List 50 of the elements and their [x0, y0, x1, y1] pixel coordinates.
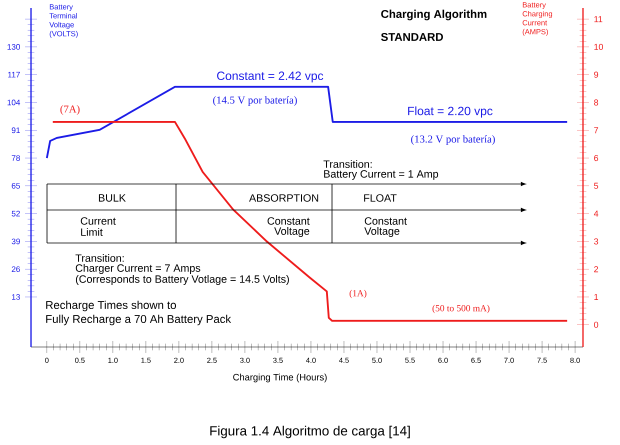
y2-tick-label: 10: [594, 44, 603, 50]
y2-tick-label: 9: [594, 72, 598, 78]
text: Figura 1.4 Algoritmo de carga [14]: [210, 426, 410, 438]
y-tick-label: 130: [8, 44, 20, 50]
annotation: Transition:: [324, 160, 372, 168]
annotation: Voltage: [364, 227, 400, 237]
y2-tick-label: 11: [594, 16, 602, 22]
annotation: Charger Current = 7 Amps: [76, 264, 200, 274]
y-tick-label: 117: [8, 72, 20, 78]
y-tick-label: 26: [12, 266, 20, 272]
y-tick-label: 91: [12, 127, 20, 134]
annotation: Constant: [268, 217, 310, 225]
y2-tick-label: 7: [594, 127, 598, 134]
y2-tick-label: 3: [594, 238, 598, 244]
annotation: Voltage: [274, 227, 310, 237]
annotation: Recharge Times shown to: [46, 300, 176, 312]
y2-tick-label: 8: [594, 99, 598, 106]
annotation: Current: [80, 217, 116, 225]
annotation: Constant: [364, 217, 407, 225]
y2-tick-label: 2: [594, 266, 598, 272]
line-series: [46, 86, 568, 159]
y2-tick-label: 5: [594, 182, 598, 189]
annotation: Battery Current = 1 Amp: [324, 170, 438, 180]
x-axis-title: Charging Time (Hours): [233, 374, 327, 382]
y2-tick-label: 1: [594, 294, 598, 300]
y-tick-label: 52: [12, 210, 20, 216]
y2-tick-label: 6: [594, 154, 598, 162]
y2-tick-label: 0: [594, 322, 598, 328]
annotation: (13.2 V por batería): [411, 135, 495, 145]
y-tick-label: 13: [12, 294, 20, 300]
y-tick-label: 39: [12, 238, 20, 244]
annotation: Constant = 2.42 vpc: [217, 72, 324, 82]
annotation: FLOAT: [364, 194, 397, 202]
annotation: (50 to 500 mA): [432, 304, 490, 314]
annotation: Limit: [81, 228, 103, 236]
y-tick-label: 78: [12, 155, 20, 161]
y2-tick-label: 4: [594, 210, 598, 217]
text: STANDARD: [381, 32, 443, 41]
annotation: ABSORPTION: [249, 194, 318, 202]
annotation: (14.5 V por batería): [213, 96, 297, 106]
annotation: (Corresponds to Battery Votlage = 14.5 Volts): [76, 275, 289, 285]
annotation: (1A): [350, 290, 366, 298]
chart-title: Charging Algorithm: [381, 10, 486, 20]
y-tick-label: 65: [12, 182, 20, 189]
y-tick-label: 104: [8, 100, 20, 106]
annotation: Fully Recharge a 70 Ah Battery Pack: [46, 314, 232, 326]
annotation: BULK: [98, 194, 126, 202]
annotation: Float = 2.20 vpc: [408, 106, 493, 118]
annotation: Transition:: [76, 254, 124, 262]
annotation: (7A): [60, 105, 80, 115]
